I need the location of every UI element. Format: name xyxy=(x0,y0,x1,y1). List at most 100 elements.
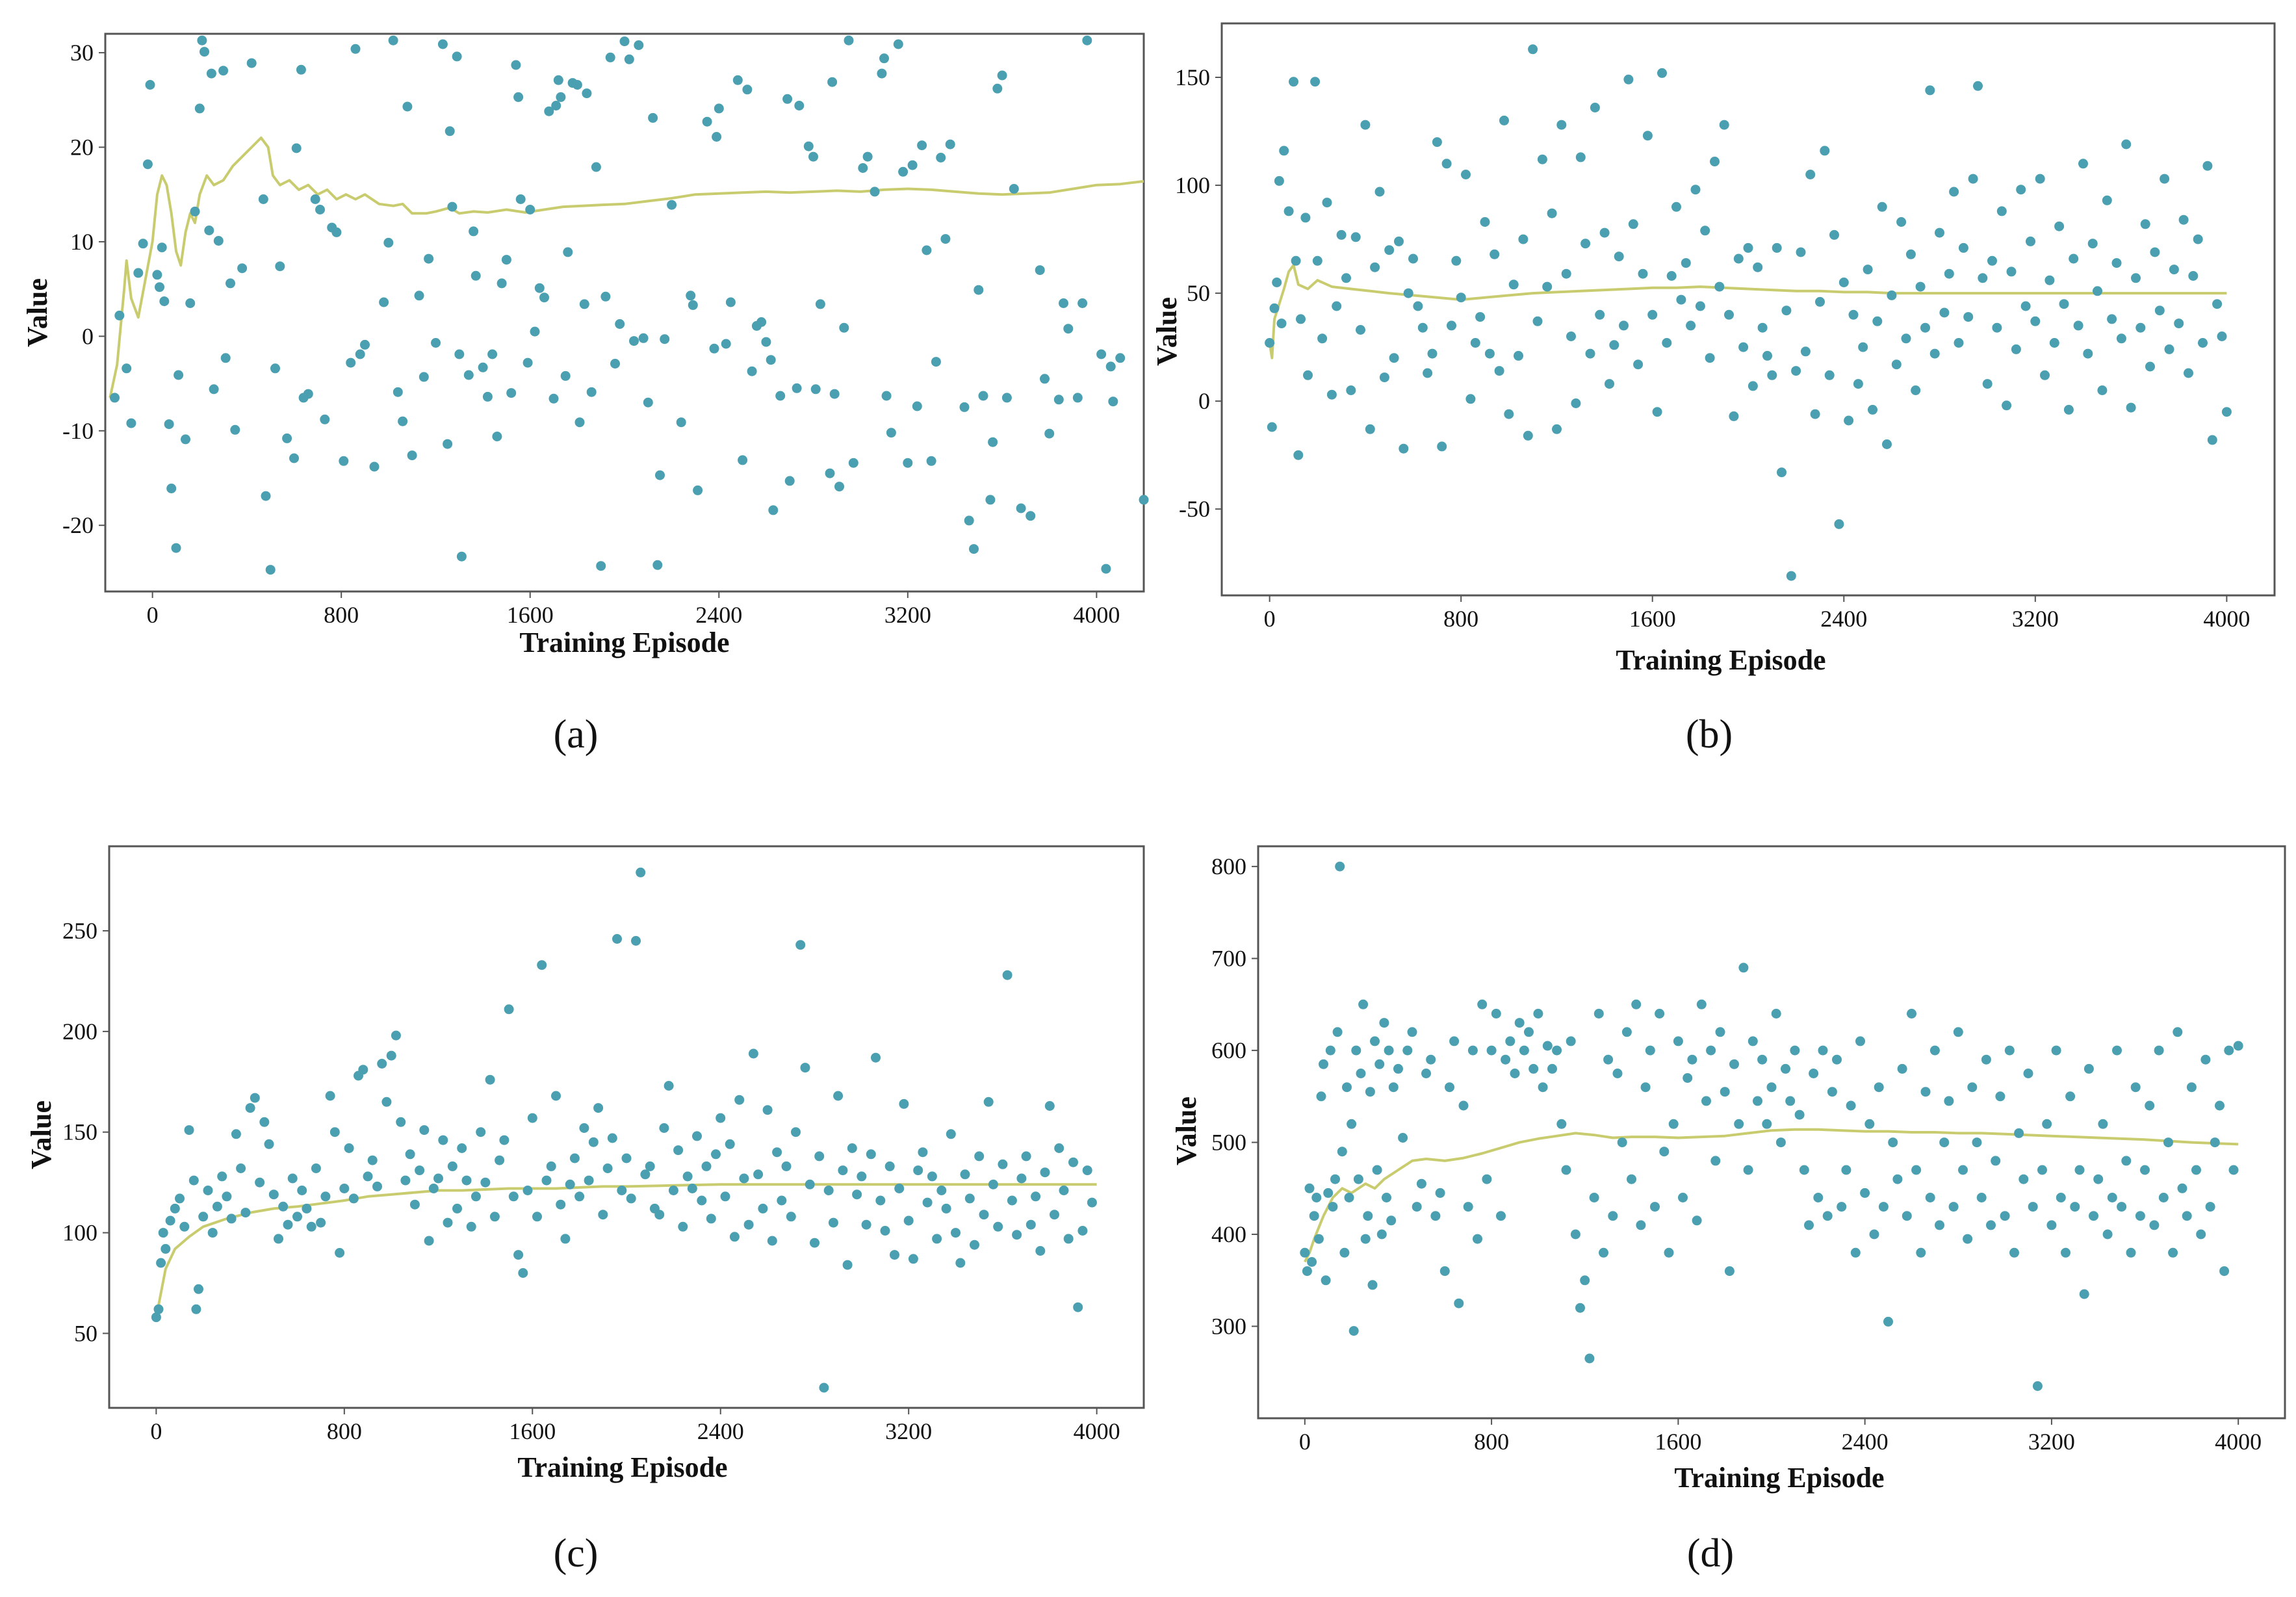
panel-a-data-point xyxy=(1072,393,1083,403)
panel-a-data-point xyxy=(747,366,757,376)
panel-b-data-point xyxy=(1494,366,1504,376)
panel-d-data-point xyxy=(1328,1202,1338,1212)
panel-d-data-point xyxy=(1376,1229,1387,1240)
panel-d-data-point xyxy=(1762,1119,1772,1129)
panel-d-y-tick-label: 500 xyxy=(1211,1130,1246,1156)
panel-d-data-point xyxy=(1991,1156,2001,1166)
panel-a-data-point xyxy=(725,297,736,307)
panel-d-data-point xyxy=(1372,1165,1382,1175)
panel-d-data-point xyxy=(1944,1096,1954,1106)
panel-a-data-point xyxy=(398,416,408,426)
panel-d-data-point xyxy=(1683,1073,1693,1083)
panel-d-data-point xyxy=(1384,1045,1394,1056)
panel-d-data-point xyxy=(1738,963,1749,973)
panel-c-data-point xyxy=(979,1210,989,1220)
panel-c-data-point xyxy=(259,1117,270,1127)
panel-d-data-point xyxy=(2093,1174,2104,1184)
panel-b-data-point xyxy=(1681,258,1691,268)
panel-a-data-point xyxy=(732,75,743,85)
panel-c-data-point xyxy=(1087,1197,1097,1208)
panel-c-data-point xyxy=(645,1161,655,1171)
panel-a-data-point xyxy=(226,278,235,289)
panel-d-data-point xyxy=(2233,1041,2243,1051)
panel-d-data-point xyxy=(2037,1165,2047,1175)
panel-a-data-point xyxy=(431,338,441,348)
panel-a-data-point xyxy=(145,80,155,90)
panel-d-data-point xyxy=(1393,1063,1403,1074)
panel-a-data-point xyxy=(114,310,125,320)
panel-b-data-point xyxy=(1447,320,1456,331)
panel-b-data-point xyxy=(1475,312,1486,322)
panel-a-data-point xyxy=(886,428,896,438)
panel-c-data-point xyxy=(433,1173,443,1184)
panel-c-data-point xyxy=(1040,1167,1050,1178)
panel-d-data-point xyxy=(1781,1063,1790,1074)
panel-b-data-point xyxy=(1423,368,1433,378)
panel-d-data-point xyxy=(1547,1063,1557,1074)
panel-d-data-point xyxy=(1929,1045,1940,1056)
panel-c-data-point xyxy=(400,1175,411,1186)
panel-a-data-point xyxy=(844,35,854,45)
panel-d-data-point xyxy=(1715,1027,1725,1037)
panel-a-data-point xyxy=(582,88,592,99)
panel-c-data-point xyxy=(579,1123,589,1133)
panel-d-data-point xyxy=(1524,1027,1534,1037)
panel-d-data-point xyxy=(1300,1247,1310,1258)
panel-a-data-point xyxy=(556,92,566,102)
panel-b-data-point xyxy=(1379,372,1389,383)
panel-c-data-point xyxy=(499,1135,510,1145)
panel-b-data-point xyxy=(1686,320,1696,331)
panel-d-data-point xyxy=(1580,1275,1590,1286)
panel-c-data-point xyxy=(311,1163,321,1173)
panel-b-data-point xyxy=(2093,286,2102,296)
panel-a-data-point xyxy=(839,322,849,333)
panel-c-data-point xyxy=(236,1163,246,1173)
panel-c-data-point xyxy=(1054,1143,1064,1153)
panel-c-data-point xyxy=(574,1191,585,1202)
panel-b-data-point xyxy=(1872,316,1883,326)
panel-d-data-point xyxy=(1827,1087,1837,1097)
panel-a-data-point xyxy=(237,263,248,274)
panel-a-data-point xyxy=(258,194,268,204)
panel-a-data-point xyxy=(619,36,630,47)
panel-d-data-point xyxy=(1356,1069,1366,1078)
panel-c-data-point xyxy=(838,1165,848,1176)
panel-a-data-point xyxy=(784,476,795,486)
panel-d-data-point xyxy=(1454,1298,1464,1308)
panel-a-data-point xyxy=(1101,564,1111,574)
panel-b-data-point xyxy=(2016,185,2026,195)
panel-b-data-point xyxy=(1671,201,1681,212)
panel-d-data-point xyxy=(1920,1087,1931,1097)
panel-a-data-point xyxy=(686,291,696,301)
panel-c-data-point xyxy=(758,1203,768,1214)
panel-b-data-point xyxy=(1925,85,1935,96)
panel-a-data-point xyxy=(660,334,670,344)
panel-a-data-point xyxy=(815,299,825,309)
panel-c-data-point xyxy=(922,1197,933,1208)
panel-a-data-point xyxy=(355,349,365,359)
panel-d-data-point xyxy=(1386,1215,1397,1226)
panel-a-data-point xyxy=(544,106,554,116)
panel-b-data-point xyxy=(1480,217,1490,227)
panel-c-data-point xyxy=(518,1268,528,1278)
panel-b-data-point xyxy=(1982,379,1993,389)
panel-d-data-point xyxy=(1612,1069,1623,1078)
panel-a-data-point xyxy=(629,336,639,346)
panel-c-data-point xyxy=(1016,1173,1027,1184)
panel-b-data-point xyxy=(2073,320,2083,331)
panel-c-data-point xyxy=(541,1175,552,1186)
panel-c-data-point xyxy=(344,1143,354,1153)
panel-d-data-point xyxy=(2228,1165,2239,1175)
panel-b-data-point xyxy=(1300,213,1311,223)
panel-b-xlabel: Training Episode xyxy=(1616,644,1825,676)
panel-c-data-point xyxy=(701,1161,712,1171)
panel-d-data-point xyxy=(1860,1188,1870,1198)
panel-d-data-point xyxy=(1491,1009,1501,1019)
panel-a-data-point xyxy=(506,388,517,398)
panel-b-data-point xyxy=(1820,146,1830,156)
panel-d-data-point xyxy=(2205,1202,2215,1212)
panel-c-data-point xyxy=(372,1181,382,1191)
panel-d-data-point xyxy=(1948,1202,1959,1212)
panel-b-data-point xyxy=(1461,170,1471,179)
panel-c-data-point xyxy=(191,1304,201,1314)
